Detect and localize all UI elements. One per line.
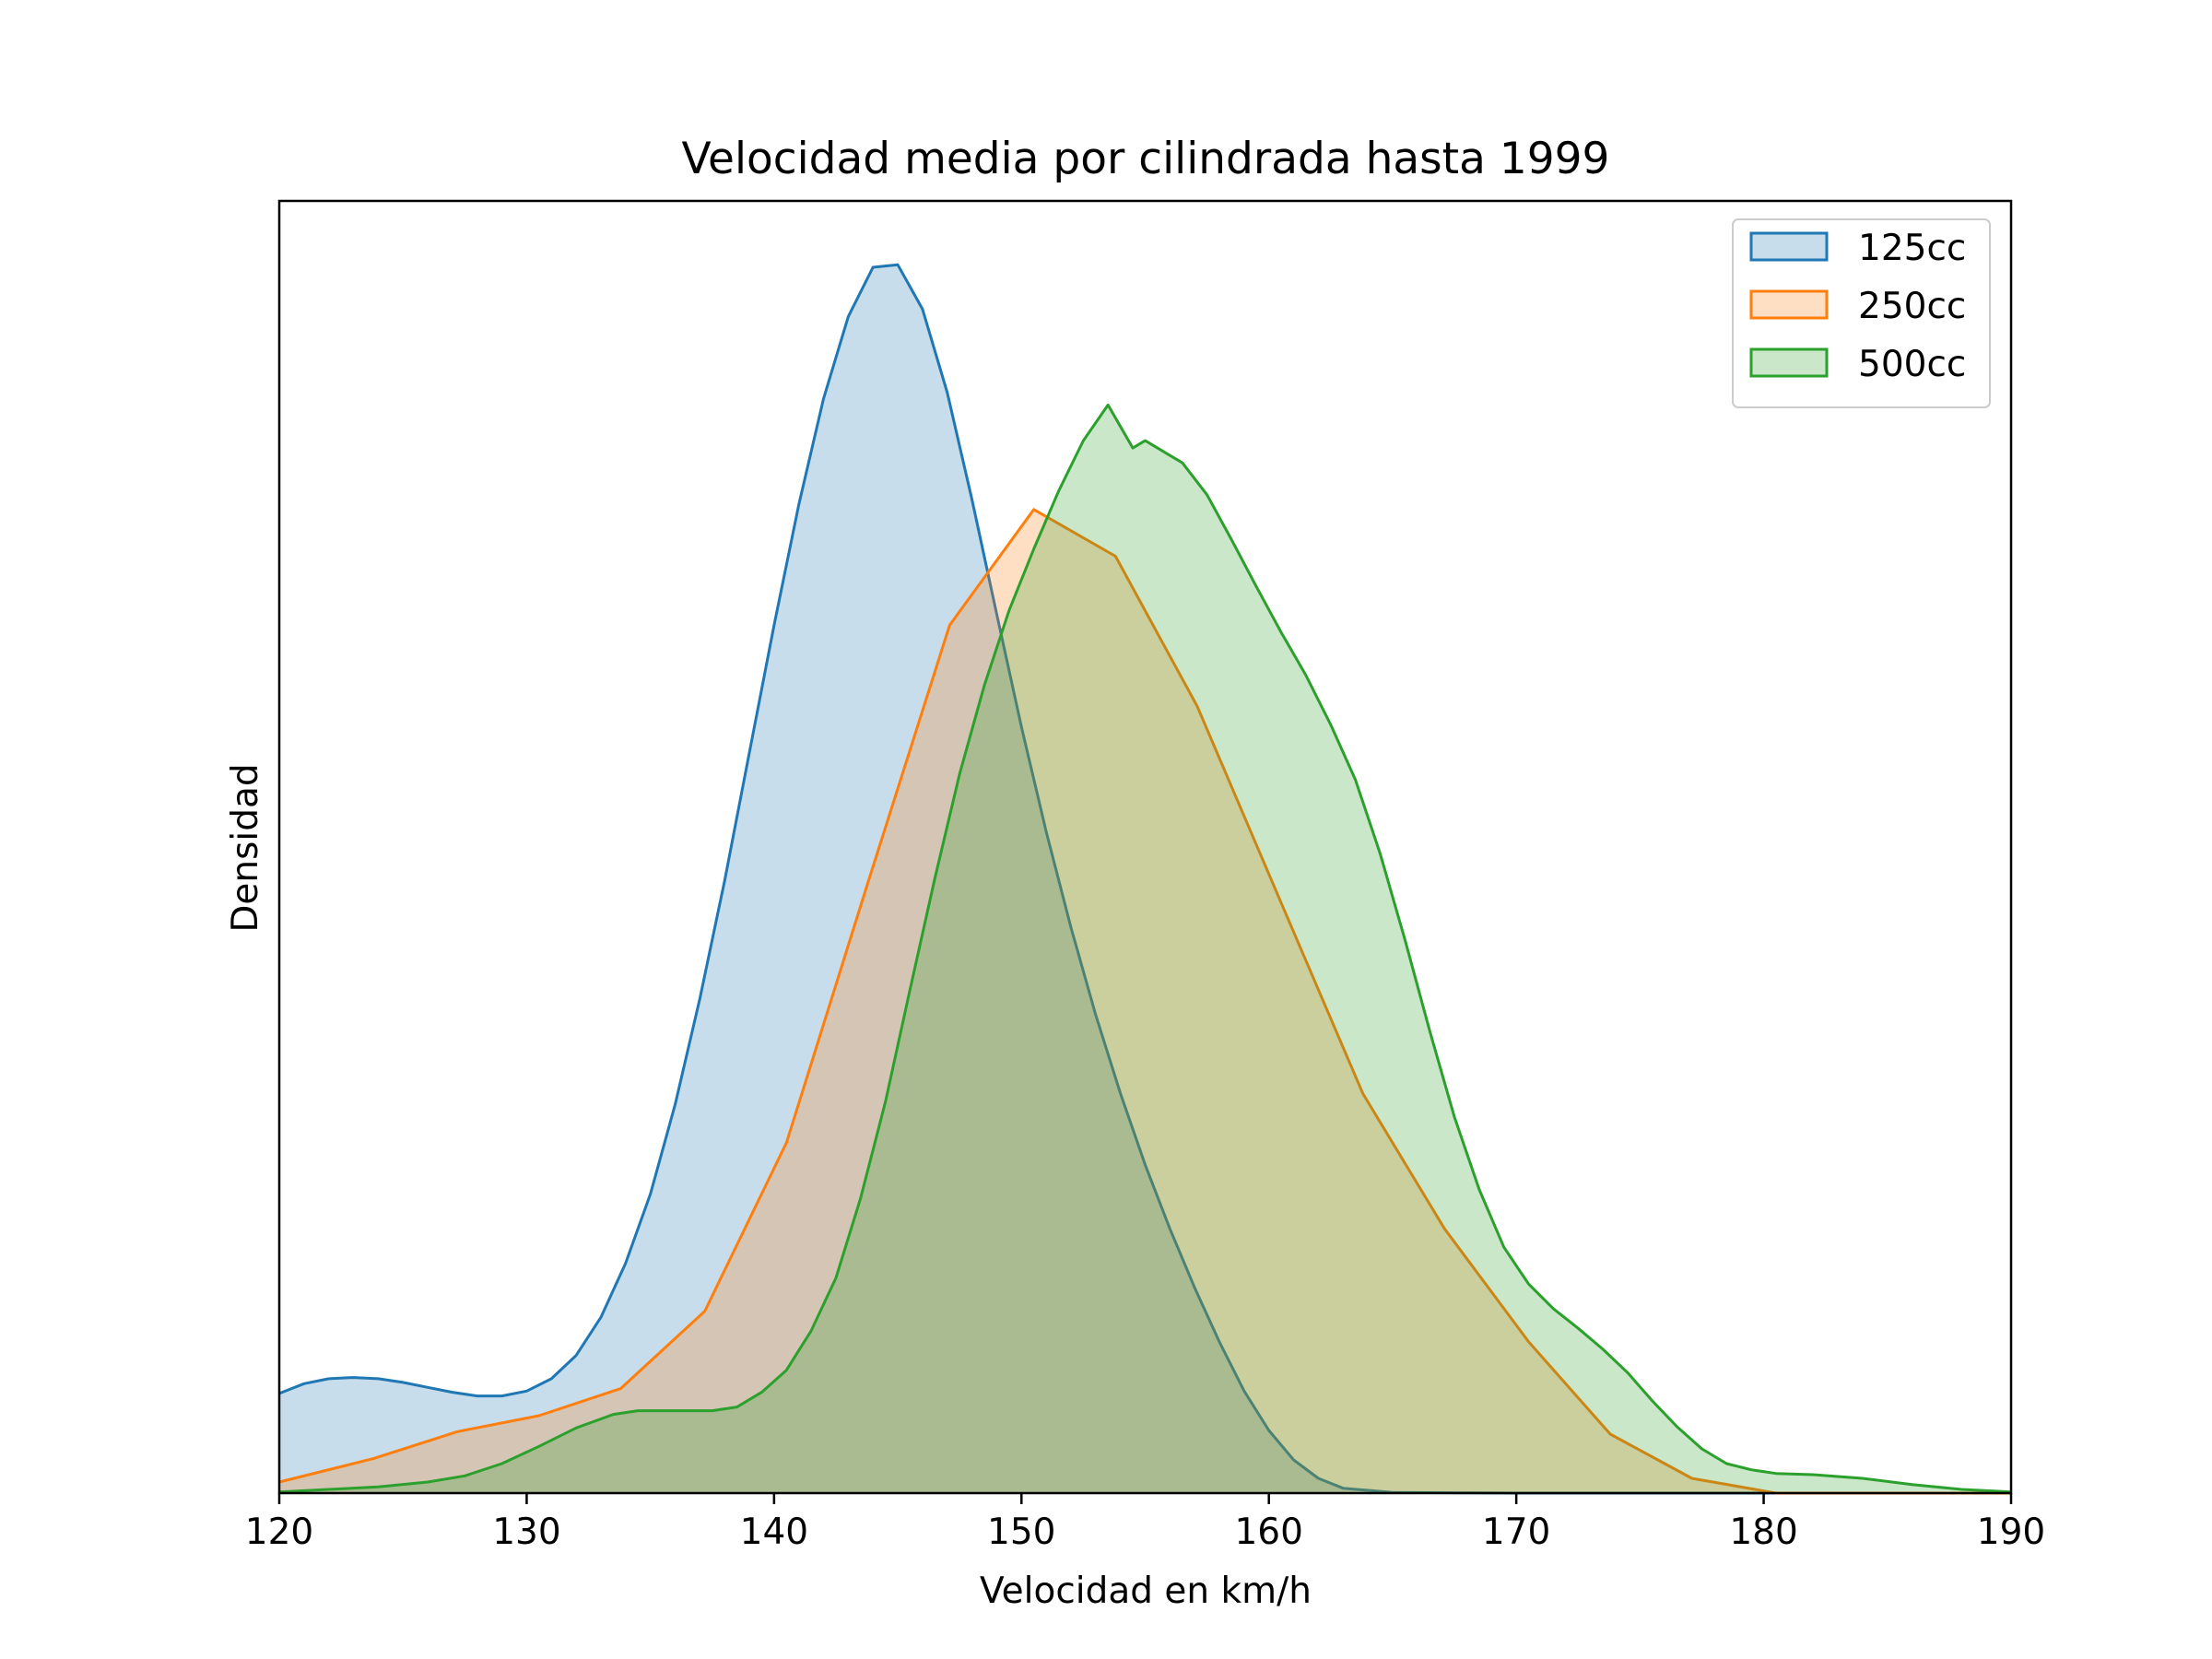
x-tick-label: 150 — [987, 1512, 1055, 1553]
x-tick-label: 130 — [492, 1512, 560, 1553]
legend-swatch-500cc — [1749, 347, 1829, 378]
x-tick-label: 120 — [245, 1512, 313, 1553]
density-areas — [278, 263, 2012, 1495]
x-tick-label: 170 — [1482, 1512, 1550, 1553]
density-fill-250cc — [279, 509, 2011, 1493]
x-tick-label: 140 — [740, 1512, 808, 1553]
legend-label-500cc: 500cc — [1858, 344, 1966, 385]
density-line-250cc — [278, 508, 2011, 1495]
chart-title: Velocidad media por cilindrada hasta 199… — [682, 134, 1610, 184]
plot-frame — [277, 199, 2013, 1495]
x-tick-label: 160 — [1234, 1512, 1302, 1553]
legend-label-250cc: 250cc — [1858, 286, 1966, 327]
density-fill-500cc — [279, 405, 2011, 1493]
density-line-125cc — [278, 263, 2011, 1495]
legend-label-125cc: 125cc — [1858, 228, 1966, 269]
x-axis-label: Velocidad en km/h — [980, 1571, 1312, 1612]
x-tick-label: 190 — [1977, 1512, 2045, 1553]
legend-swatch-250cc — [1749, 289, 1829, 320]
x-axis: 120 130 140 150 160 170 180 190 — [245, 1493, 2045, 1553]
density-line-500cc — [278, 403, 2012, 1494]
legend-swatch-125cc — [1749, 231, 1829, 262]
density-fill-125cc — [279, 265, 2011, 1493]
x-tick-label: 180 — [1729, 1512, 1797, 1553]
legend-box — [1732, 218, 1991, 408]
y-axis-label: Densidad — [225, 763, 266, 932]
legend: 125cc 250cc 500cc — [1732, 218, 1991, 408]
